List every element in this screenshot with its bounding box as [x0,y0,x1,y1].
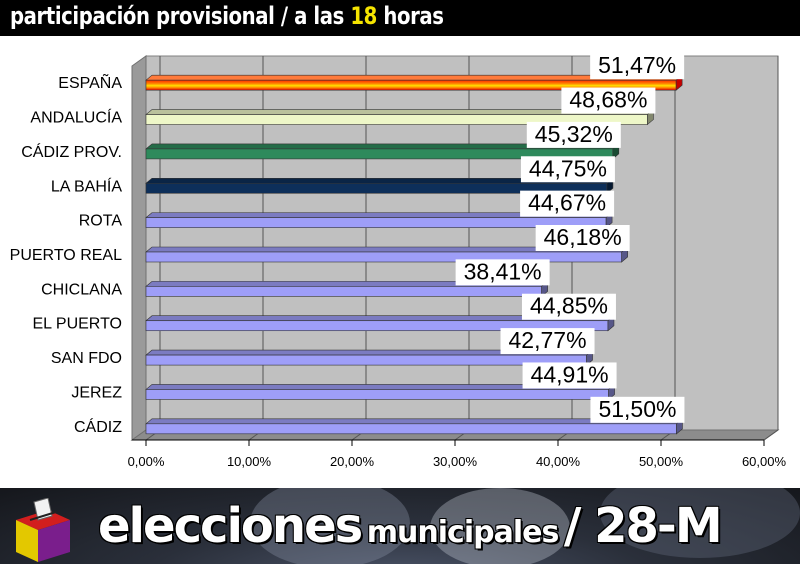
value-label: 42,77% [509,327,587,353]
category-label: CÁDIZ [74,417,122,436]
gridline-floor [763,429,779,441]
category-label: PUERTO REAL [10,247,122,264]
title-banner [0,0,800,36]
footer-word-elecciones: elecciones [98,498,363,554]
value-label-bg [561,87,656,114]
x-tick-label: 40,00% [536,454,581,469]
value-label: 44,75% [529,155,607,181]
bar-10 [145,418,684,435]
footer-date: / 28-M [563,498,723,554]
category-labels: ESPAÑA ANDALUCÍA CÁDIZ PROV. LA BAHÍA ROTA PU… [10,72,123,436]
value-label: 44,85% [530,293,608,319]
bar-3 [145,177,614,194]
x-tick-label: 20,00% [330,454,375,469]
value-label-bg [535,225,630,251]
bar-0 [145,74,683,91]
category-label: JEREZ [71,384,122,401]
x-tick-label: 30,00% [433,454,478,469]
bar-front-face [145,251,622,263]
value-label: 38,41% [464,258,542,284]
page-title: participación provisional / a las 18 hor… [10,2,444,30]
bar-7 [145,315,615,332]
bar-4 [145,211,613,229]
value-label: 46,18% [544,224,622,250]
category-label: CHICLANA [41,281,122,298]
bar-front-face [145,286,542,297]
bar-5 [145,246,629,263]
footer-word-municipales: municipales [366,515,560,550]
category-label: EL PUERTO [32,316,122,333]
value-label: 51,47% [598,52,676,78]
category-label: SAN FDO [51,350,122,367]
category-label: LA BAHÍA [51,176,122,195]
category-label: ANDALUCÍA [30,108,122,127]
x-axis-ticks: 0,00% 10,00% 20,00% 30,00% 40,00% 50,00% 60,00… [128,439,787,469]
footer-title: elecciones municipales / 28-M [98,498,723,554]
bar-front-face [145,423,677,435]
value-label: 51,50% [598,396,676,422]
title-hour: 18 [350,2,377,30]
value-label-bg [526,121,621,148]
value-label-bg [455,259,550,286]
value-label-bg [590,53,685,80]
participation-bar-chart: ESPAÑA ANDALUCÍA CÁDIZ PROV. LA BAHÍA ROTA PU… [10,52,787,469]
bars [145,74,684,435]
category-label: CÁDIZ PROV. [21,142,122,161]
value-label: 44,91% [531,361,609,387]
bar-front-face [145,389,609,400]
bar-1 [145,108,655,126]
category-label: ROTA [79,213,123,230]
footer-banner: elecciones municipales / 28-M [0,488,800,564]
x-tick-label: 50,00% [639,454,684,469]
ballot-box-icon [16,498,70,562]
x-tick-label: 10,00% [227,454,272,469]
bar-9 [145,383,616,401]
value-label-bg [521,293,616,320]
value-label-bg [522,362,617,389]
bar-6 [145,280,549,298]
title-prefix: participación provisional / a las [10,2,344,30]
value-label: 44,67% [528,190,606,216]
bar-front-face [145,354,587,366]
value-label-bg [590,396,685,423]
x-tick-label: 60,00% [742,454,787,469]
title-suffix: horas [383,2,444,30]
value-label: 45,32% [535,121,613,147]
value-label: 48,68% [569,87,647,113]
value-labels: 51,47% 48,68% 45,32% 44,75% 44,67% 46,18%38,4… [455,52,685,423]
value-label-bg [520,156,615,183]
value-label-bg [520,190,615,217]
plot-side-wall [131,55,147,441]
x-tick-label: 0,00% [128,454,165,469]
category-label: ESPAÑA [58,72,122,92]
value-label-bg [500,328,595,355]
